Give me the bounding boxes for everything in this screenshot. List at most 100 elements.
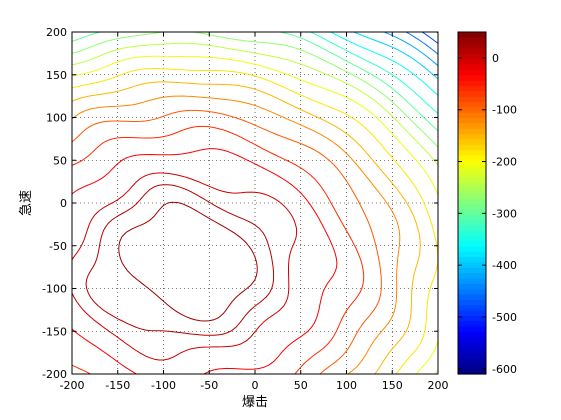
- colorbar-cell: [458, 336, 486, 343]
- colorbar-cell: [458, 368, 486, 375]
- y-tick-label: -200: [42, 368, 67, 381]
- colorbar-cell: [458, 90, 486, 97]
- colorbar-cell: [458, 144, 486, 151]
- colorbar-cell: [458, 42, 486, 49]
- colorbar-cell: [458, 154, 486, 161]
- colorbar-cell: [458, 357, 486, 364]
- y-tick-label: 150: [46, 69, 67, 82]
- contour-line: [118, 201, 258, 322]
- colorbar-cell: [458, 192, 486, 199]
- colorbar-cell: [458, 277, 486, 284]
- colorbar-cell: [458, 133, 486, 140]
- contour-line: [72, 125, 365, 374]
- colorbar-tick-label: -200: [492, 156, 517, 169]
- contour-line: [72, 42, 438, 374]
- colorbar-cell: [458, 288, 486, 295]
- colorbar-cell: [458, 69, 486, 76]
- colorbar-cell: [458, 85, 486, 92]
- y-tick-label: -50: [49, 240, 67, 253]
- colorbar-cell: [458, 304, 486, 311]
- colorbar-cell: [458, 325, 486, 332]
- colorbar-cell: [458, 106, 486, 113]
- colorbar-cell: [458, 208, 486, 215]
- colorbar-cell: [458, 229, 486, 236]
- colorbar-cell: [458, 37, 486, 44]
- contour-line: [353, 32, 438, 80]
- colorbar-cell: [458, 112, 486, 119]
- colorbar-tick-label: -500: [492, 311, 517, 324]
- colorbar-cell: [458, 299, 486, 306]
- contour-line: [72, 55, 438, 374]
- x-tick-label: 100: [336, 379, 357, 392]
- colorbar-cell: [458, 64, 486, 71]
- colorbar-cell: [458, 181, 486, 188]
- colorbar-cell: [458, 160, 486, 167]
- contour-line: [72, 172, 298, 361]
- colorbar-cell: [458, 293, 486, 300]
- colorbar: 0 -100 -200 -300 -400 -500 -600: [457, 31, 517, 376]
- x-tick-label: -100: [151, 379, 176, 392]
- colorbar-tick-label: 0: [492, 52, 499, 65]
- contour-line: [72, 148, 338, 374]
- colorbar-tick-label: -100: [492, 104, 517, 117]
- colorbar-cell: [458, 48, 486, 54]
- y-tick-label: 100: [46, 112, 67, 125]
- colorbar-cell: [458, 235, 486, 242]
- x-tick-label: 0: [252, 379, 259, 392]
- colorbar-cell: [458, 58, 486, 65]
- colorbar-cell: [458, 101, 486, 108]
- colorbar-cell: [458, 117, 486, 124]
- colorbar-cell: [458, 149, 486, 156]
- colorbar-cell: [458, 309, 486, 316]
- contour-line: [72, 95, 401, 374]
- colorbar-cell: [458, 315, 486, 322]
- colorbar-cell: [458, 352, 486, 359]
- colorbar-cell: [458, 256, 486, 263]
- colorbar-cell: [458, 165, 486, 172]
- colorbar-cell: [458, 203, 486, 209]
- colorbar-cell: [458, 272, 486, 279]
- y-tick-label: 200: [46, 26, 67, 39]
- colorbar-cell: [458, 138, 486, 145]
- colorbar-cell: [458, 224, 486, 231]
- contour-line: [421, 32, 438, 44]
- colorbar-cell: [458, 347, 486, 354]
- y-axis-ticks: -200 -150 -100 -50 0 50 100 150 200: [42, 26, 438, 381]
- colorbar-cell: [458, 32, 486, 38]
- colorbar-cell: [458, 251, 486, 258]
- contour-line: [72, 81, 421, 374]
- colorbar-cell: [458, 267, 486, 274]
- colorbar-cell: [458, 331, 486, 338]
- y-tick-label: 50: [53, 154, 67, 167]
- contour-line: [72, 109, 382, 374]
- x-tick-label: -50: [200, 379, 218, 392]
- colorbar-tick-label: -600: [492, 363, 517, 376]
- colorbar-cell: [458, 219, 486, 225]
- colorbar-cell: [458, 186, 486, 193]
- colorbar-cell: [458, 197, 486, 204]
- x-axis-label: 爆击: [242, 395, 268, 410]
- contour-line: [85, 184, 275, 336]
- contour-line: [383, 32, 438, 67]
- x-tick-label: 200: [428, 379, 449, 392]
- x-tick-label: 50: [294, 379, 308, 392]
- y-axis-label: 急速: [19, 190, 34, 216]
- plot-area: -200 -150 -100 -50 0 50 100 150 200 -200 -150 -100…: [42, 26, 448, 392]
- colorbar-gradient: [458, 32, 486, 375]
- x-axis-ticks: -200 -150 -100 -50 0 50 100 150 200: [60, 32, 449, 392]
- colorbar-cell: [458, 53, 486, 60]
- colorbar-cell: [458, 363, 486, 370]
- colorbar-cell: [458, 122, 486, 129]
- colorbar-cell: [458, 213, 486, 220]
- colorbar-cell: [458, 320, 486, 327]
- colorbar-tick-label: -400: [492, 259, 517, 272]
- plot-background: [72, 32, 438, 374]
- y-tick-label: 0: [60, 197, 67, 210]
- colorbar-cell: [458, 80, 486, 87]
- colorbar-cell: [458, 245, 486, 252]
- y-tick-label: -100: [42, 283, 67, 296]
- colorbar-ticks: 0 -100 -200 -300 -400 -500 -600: [458, 52, 517, 376]
- y-tick-label: -150: [42, 325, 67, 338]
- x-tick-label: -150: [105, 379, 130, 392]
